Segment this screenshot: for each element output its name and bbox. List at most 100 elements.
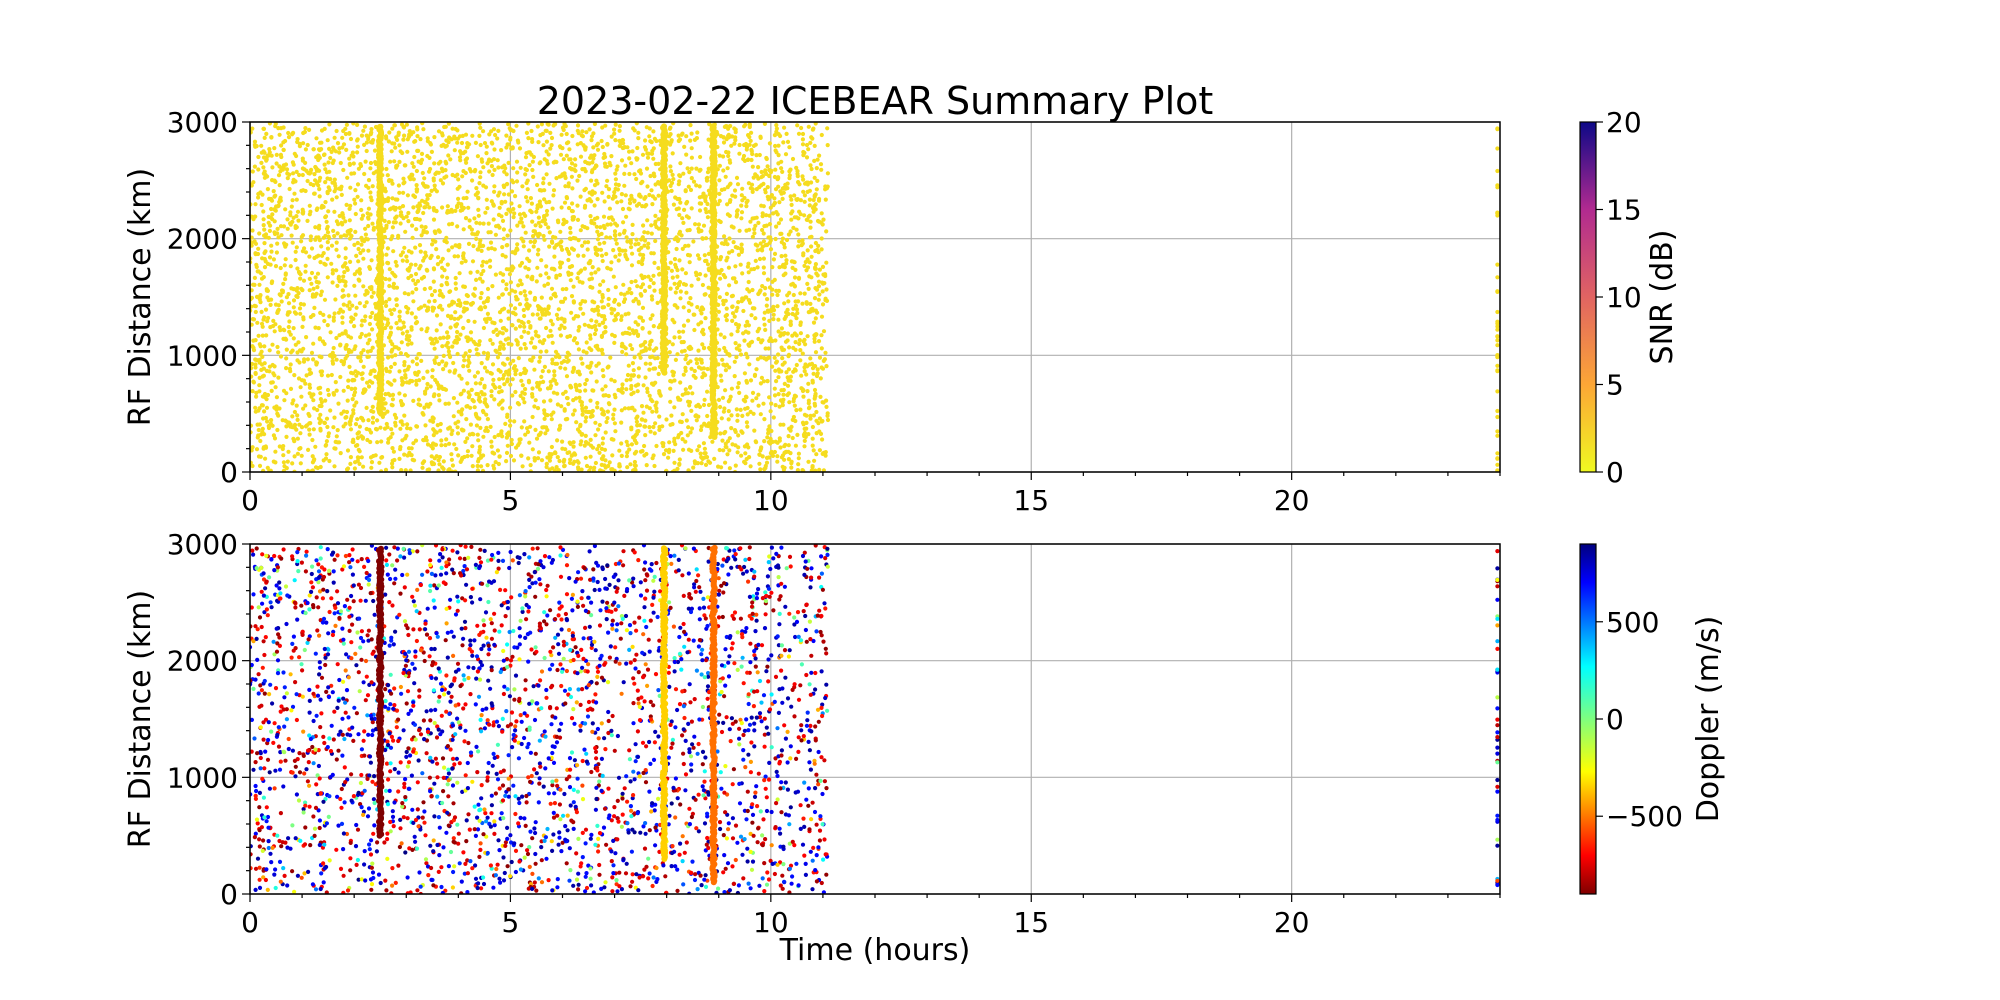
- data-point: [681, 282, 687, 287]
- data-point: [261, 373, 266, 378]
- data-point: [643, 375, 648, 380]
- data-point: [528, 196, 534, 201]
- data-point: [583, 147, 588, 152]
- data-point: [525, 426, 530, 431]
- data-point: [768, 409, 773, 414]
- data-point: [767, 141, 773, 146]
- data-point: [726, 399, 731, 404]
- data-point: [747, 142, 752, 147]
- data-point: [590, 307, 595, 312]
- data-point: [534, 436, 540, 441]
- data-point: [526, 150, 531, 155]
- data-point: [439, 143, 444, 148]
- data-point: [774, 224, 779, 229]
- data-point: [285, 226, 290, 231]
- data-point: [812, 175, 817, 180]
- data-point: [500, 218, 506, 223]
- data-point: [568, 166, 573, 171]
- data-point: [547, 244, 552, 249]
- data-point: [350, 397, 355, 402]
- data-point: [698, 427, 704, 433]
- data-point: [468, 330, 474, 335]
- data-point: [810, 424, 816, 430]
- data-point: [461, 227, 466, 232]
- data-point: [311, 341, 316, 346]
- data-point: [794, 362, 799, 368]
- data-point: [486, 230, 491, 235]
- data-point: [393, 259, 398, 265]
- data-point: [613, 171, 618, 176]
- data-point: [476, 352, 481, 357]
- data-point: [720, 357, 725, 362]
- data-point: [595, 252, 600, 257]
- data-point: [386, 321, 391, 326]
- data-point: [689, 346, 694, 351]
- data-point: [762, 322, 767, 327]
- data-point: [787, 176, 792, 181]
- data-point: [317, 403, 322, 409]
- data-point: [744, 147, 749, 152]
- data-point: [400, 250, 405, 255]
- data-point: [282, 398, 287, 403]
- data-point: [514, 368, 519, 373]
- data-point: [391, 284, 396, 289]
- data-point: [600, 368, 605, 373]
- data-point: [677, 258, 682, 263]
- data-point: [352, 324, 357, 329]
- data-point: [478, 125, 483, 130]
- data-point: [805, 265, 811, 270]
- data-point: [817, 448, 823, 453]
- data-point: [564, 141, 570, 146]
- data-point: [733, 280, 739, 285]
- data-point: [697, 184, 702, 189]
- data-point: [346, 293, 351, 298]
- data-point: [693, 375, 698, 380]
- data-point: [675, 466, 680, 471]
- data-point: [791, 292, 796, 298]
- data-point: [505, 356, 510, 361]
- data-point: [329, 243, 335, 248]
- data-point: [775, 212, 780, 217]
- data-point: [575, 178, 580, 183]
- data-point: [271, 257, 276, 262]
- data-point: [475, 370, 480, 375]
- data-point: [274, 204, 279, 209]
- data-point: [695, 448, 700, 453]
- data-point: [285, 459, 290, 464]
- data-point: [564, 374, 570, 379]
- data-point: [779, 240, 784, 245]
- data-point: [425, 369, 430, 374]
- data-point: [405, 310, 410, 315]
- data-point: [747, 289, 752, 294]
- data-point: [745, 198, 750, 203]
- data-point: [735, 182, 741, 187]
- data-point: [334, 240, 339, 245]
- data-point: [824, 260, 829, 265]
- data-point: [309, 270, 315, 276]
- data-point: [296, 340, 301, 345]
- data-point: [593, 324, 598, 329]
- data-point: [450, 221, 455, 226]
- data-point: [819, 333, 824, 338]
- data-point: [786, 299, 791, 304]
- data-point: [620, 145, 625, 151]
- data-point: [634, 237, 639, 242]
- data-point: [456, 409, 461, 414]
- data-point: [465, 364, 470, 369]
- data-point: [461, 388, 466, 393]
- data-point: [455, 128, 460, 133]
- data-point: [452, 442, 457, 447]
- data-point: [631, 435, 636, 440]
- data-point: [784, 370, 789, 375]
- data-point: [359, 133, 365, 138]
- data-point: [432, 229, 437, 234]
- data-point: [522, 419, 527, 424]
- data-point: [544, 461, 549, 466]
- data-point: [757, 289, 763, 294]
- data-point: [521, 224, 526, 229]
- data-point: [275, 226, 280, 231]
- data-point: [773, 236, 778, 242]
- data-point: [627, 326, 632, 331]
- data-point: [448, 157, 453, 162]
- data-point: [519, 334, 524, 340]
